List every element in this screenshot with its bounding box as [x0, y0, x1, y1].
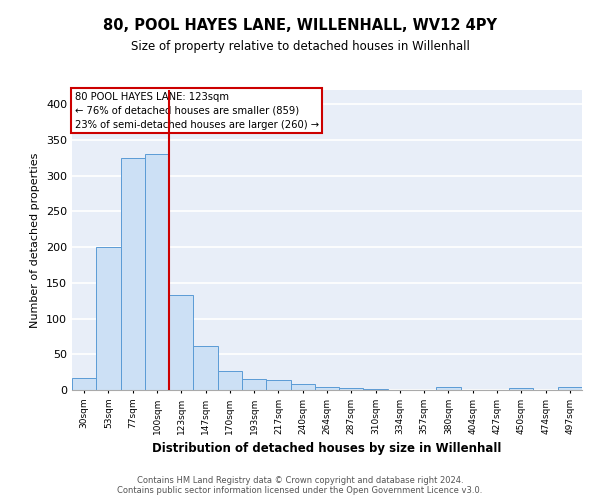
Bar — [290, 384, 315, 390]
Bar — [96, 247, 121, 390]
Bar — [315, 387, 339, 390]
Bar — [339, 388, 364, 390]
Y-axis label: Number of detached properties: Number of detached properties — [31, 152, 40, 328]
X-axis label: Distribution of detached houses by size in Willenhall: Distribution of detached houses by size … — [152, 442, 502, 456]
Bar — [145, 154, 169, 390]
Bar — [218, 370, 242, 390]
Bar — [169, 295, 193, 390]
Bar — [121, 158, 145, 390]
Text: 80, POOL HAYES LANE, WILLENHALL, WV12 4PY: 80, POOL HAYES LANE, WILLENHALL, WV12 4P… — [103, 18, 497, 32]
Bar — [364, 388, 388, 390]
Bar — [193, 346, 218, 390]
Bar — [558, 387, 582, 390]
Bar — [266, 380, 290, 390]
Bar — [242, 380, 266, 390]
Text: 80 POOL HAYES LANE: 123sqm
← 76% of detached houses are smaller (859)
23% of sem: 80 POOL HAYES LANE: 123sqm ← 76% of deta… — [74, 92, 319, 130]
Bar — [436, 387, 461, 390]
Text: Contains HM Land Registry data © Crown copyright and database right 2024.
Contai: Contains HM Land Registry data © Crown c… — [118, 476, 482, 495]
Bar — [72, 378, 96, 390]
Text: Size of property relative to detached houses in Willenhall: Size of property relative to detached ho… — [131, 40, 469, 53]
Bar — [509, 388, 533, 390]
